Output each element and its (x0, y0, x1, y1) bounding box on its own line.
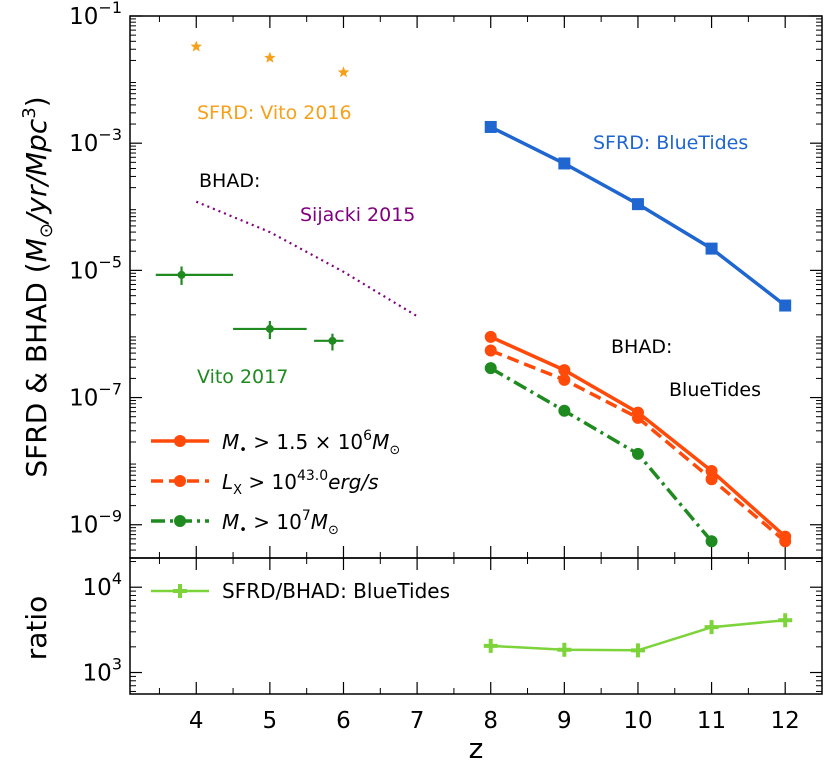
top-ytick-label-0: 10−9 (69, 507, 122, 539)
top-series-0-point-0 (484, 120, 497, 133)
top-series-6-point-2 (328, 336, 337, 345)
top-annotations: SFRD: Vito 2016 SFRD: BlueTides BHAD: Si… (197, 102, 761, 401)
x-axis-label: z (469, 732, 484, 765)
top-series-0-point-2 (631, 198, 644, 211)
top-ytick-label-4: 10−1 (69, 0, 122, 30)
top-ytick-label-1: 10−7 (69, 380, 122, 412)
legend-label-lx: LX > 1043.0erg/s (222, 468, 379, 498)
bottom-series-0-point-4 (778, 613, 793, 628)
legend-label-ratio: SFRD/BHAD: BlueTides (222, 579, 450, 603)
top-series-group (155, 40, 792, 548)
x-tick-label-6: 6 (336, 708, 351, 734)
top-series-2-point-3 (705, 473, 718, 486)
x-tick-label-11: 11 (697, 708, 726, 734)
top-series-2-point-0 (484, 344, 497, 357)
x-tick-label-8: 8 (483, 708, 498, 734)
legend-label-bh15: M• > 1.5 × 106M⊙ (222, 428, 400, 458)
legend-marker-lx (174, 475, 186, 487)
top-series-3-point-2 (631, 447, 644, 460)
x-tick-label-5: 5 (263, 708, 278, 734)
x-ticks: 4 5 6 7 8 9 10 11 12 (158, 558, 800, 734)
top-ytick-label-2: 10−5 (69, 252, 122, 284)
bottom-panel: 103 104 SFRD/BHAD: BlueTides 4 5 6 7 8 9 10 11 12… (20, 557, 823, 765)
top-series-5-line (195, 200, 418, 318)
x-tick-label-9: 9 (557, 708, 572, 734)
x-tick-label-10: 10 (623, 708, 652, 734)
legend-marker-bh7 (174, 515, 186, 527)
legend-label-bh7: M• > 107M⊙ (222, 508, 339, 538)
top-series-1-point-3 (705, 465, 718, 478)
top-series-1-point-0 (484, 330, 497, 343)
top-series-0-point-4 (779, 299, 792, 312)
top-series-1-point-1 (558, 364, 571, 377)
bottom-series-0-point-1 (557, 642, 572, 657)
annotation-bhad-bluetides: BHAD: (611, 336, 672, 358)
x-tick-label-4: 4 (189, 708, 204, 734)
top-series-6-point-0 (177, 270, 186, 279)
bottom-ytick-label-1: 104 (83, 569, 122, 601)
bottom-y-axis-label: ratio (20, 596, 53, 661)
legend-marker-bh15 (174, 435, 186, 447)
bottom-y-ticks: 103 104 (83, 561, 822, 692)
bottom-series-0-point-3 (704, 620, 719, 635)
bottom-legend: SFRD/BHAD: BlueTides (151, 579, 450, 603)
bottom-ytick-label-0: 103 (83, 655, 122, 687)
annotation-sijacki-2015: Sijacki 2015 (300, 204, 415, 226)
top-y-ticks: 10−9 10−7 10−5 10−3 10−1 (69, 0, 822, 558)
bottom-series-0-point-2 (630, 643, 645, 658)
top-series-4-point-0 (190, 40, 202, 52)
annotation-bhad-sijacki: BHAD: (199, 170, 260, 192)
top-series-4-point-2 (337, 66, 350, 78)
top-ytick-label-3: 10−3 (69, 125, 122, 157)
bottom-plot-frame (129, 557, 823, 695)
top-series-0-point-3 (705, 242, 718, 255)
top-series-3-point-3 (705, 535, 718, 548)
top-series-6-point-1 (265, 324, 274, 333)
annotation-bluetides: BlueTides (669, 379, 761, 401)
top-series-3-line (489, 366, 713, 543)
top-series-0-point-1 (558, 157, 571, 170)
x-tick-label-7: 7 (410, 708, 425, 734)
legend-marker-ratio (173, 584, 187, 598)
bottom-series-group (483, 613, 793, 658)
bottom-series-0-point-0 (483, 638, 498, 653)
top-series-3-point-0 (484, 362, 497, 375)
top-legend: M• > 1.5 × 106M⊙ LX > 1043.0erg/s M• > 1… (151, 428, 400, 538)
annotation-vito-2016: SFRD: Vito 2016 (197, 102, 352, 124)
top-series-2-point-4 (779, 535, 792, 548)
top-panel: 10−9 10−7 10−5 10−3 10−1 SFRD: Vito 2016 SFR… (19, 0, 823, 559)
top-y-axis-label: SFRD & BHAD (M⊙/yr/Mpc3) (19, 96, 57, 477)
top-series-2-point-1 (558, 373, 571, 386)
top-series-2-point-2 (631, 411, 644, 424)
top-series-3-point-1 (558, 404, 571, 417)
annotation-sfrd-bluetides: SFRD: BlueTides (593, 132, 748, 154)
annotation-vito-2017: Vito 2017 (197, 366, 288, 388)
x-tick-label-12: 12 (771, 708, 800, 734)
top-series-4-point-1 (264, 51, 276, 63)
